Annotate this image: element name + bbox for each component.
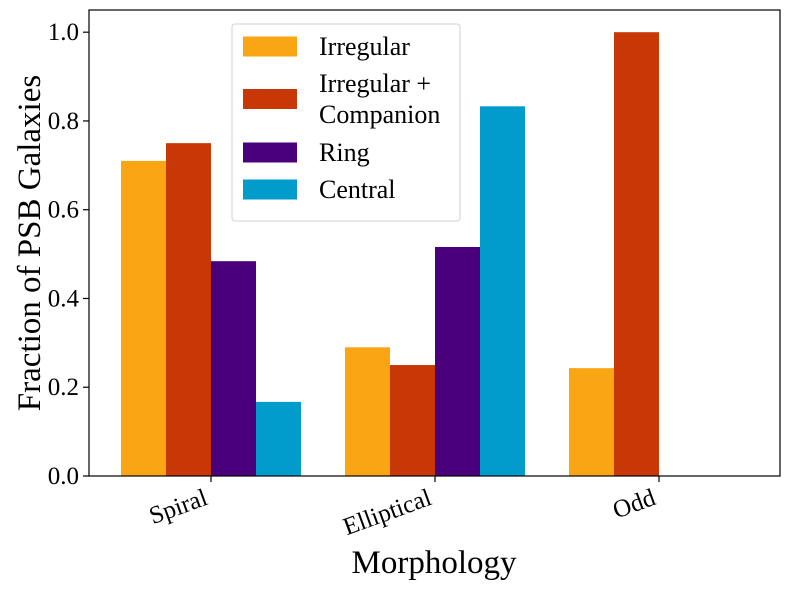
bar-elliptical-irregular <box>345 347 390 476</box>
bar-odd-irregular-companion <box>614 32 659 476</box>
bar-elliptical-central <box>480 106 525 476</box>
legend-label-irregular-companion: Irregular + <box>319 69 431 98</box>
y-axis-label: Fraction of PSB Galaxies <box>12 75 48 411</box>
bar-elliptical-irregular-companion <box>390 365 435 476</box>
legend-label-irregular: Irregular <box>319 32 410 61</box>
legend-swatch-irregular-companion <box>243 89 297 109</box>
bar-spiral-central <box>256 401 301 476</box>
x-axis: Spiral Elliptical Odd <box>146 476 660 541</box>
legend-frame <box>231 23 461 222</box>
y-tick-label: 0.4 <box>48 285 80 312</box>
bar-odd-irregular <box>569 368 614 476</box>
x-axis-label: Morphology <box>352 545 518 581</box>
x-tick-label-spiral: Spiral <box>146 484 211 530</box>
bar-elliptical-ring <box>435 246 480 476</box>
y-tick-label: 0.6 <box>48 197 79 224</box>
legend-label-ring: Ring <box>319 138 370 167</box>
bars-layer <box>121 32 659 476</box>
legend-swatch-central <box>243 179 297 200</box>
y-tick-label: 0.8 <box>48 108 79 135</box>
bar-spiral-ring <box>211 261 256 476</box>
legend: Irregular Irregular +Companion Ring Central <box>231 23 461 222</box>
y-tick-label: 1.0 <box>48 19 79 46</box>
legend-swatch-ring <box>243 142 297 163</box>
legend-swatch-irregular <box>243 36 297 57</box>
y-tick-label: 0.2 <box>48 374 79 401</box>
x-tick-label-odd: Odd <box>609 484 659 524</box>
legend-label-irregular-companion: Companion <box>319 100 440 129</box>
bar-spiral-irregular <box>121 160 166 476</box>
y-tick-label: 0.0 <box>48 463 79 490</box>
bar-spiral-irregular-companion <box>166 143 211 476</box>
legend-label-central: Central <box>319 175 396 204</box>
x-tick-label-elliptical: Elliptical <box>340 484 435 541</box>
y-axis: 0.0 0.2 0.4 0.6 0.8 1.0 <box>48 19 89 490</box>
